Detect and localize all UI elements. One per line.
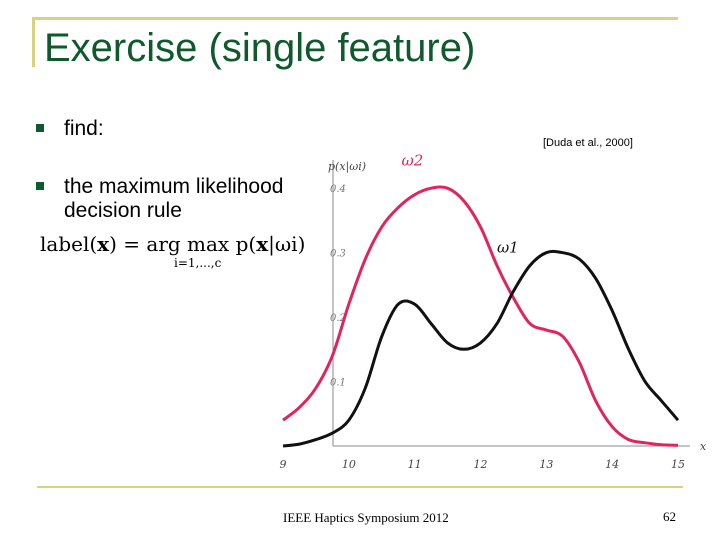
formula-rhs-x: x <box>256 232 269 256</box>
y-tick-label: 0.3 <box>330 249 346 260</box>
series-label: ω2 <box>402 152 424 170</box>
x-tick-label: 13 <box>539 458 553 471</box>
formula-max: max <box>187 232 230 256</box>
title-frame-left <box>32 17 35 67</box>
formula-rhs-rest: |ωi) <box>268 232 306 256</box>
x-tick-label: 15 <box>671 458 685 471</box>
x-axis-label: x <box>700 440 707 453</box>
bullet-find: find: <box>64 117 104 140</box>
y-tick-label: 0.1 <box>330 378 346 389</box>
x-tick-label: 11 <box>408 458 422 471</box>
formula-x: x <box>97 232 110 256</box>
y-tick-label: 0.4 <box>330 184 346 195</box>
footer-text: IEEE Haptics Symposium 2012 <box>283 510 449 525</box>
bullet-square-icon <box>36 124 44 132</box>
formula-subscript: i=1,...,c <box>174 256 222 270</box>
page-number: 62 <box>663 509 676 524</box>
series-label: ω1 <box>497 239 519 257</box>
title-frame-top <box>32 17 678 20</box>
footer-divider <box>37 486 683 488</box>
formula-p: p( <box>235 232 257 256</box>
bullet-square-icon <box>36 182 44 190</box>
x-tick-label: 9 <box>280 458 287 471</box>
formula-eq: = arg <box>123 232 181 256</box>
y-axis-label: p(x|ωi) <box>328 160 366 174</box>
x-tick-label: 14 <box>605 458 619 471</box>
citation: [Duda et al., 2000] <box>543 137 633 149</box>
x-tick-label: 10 <box>342 458 356 471</box>
y-tick-label: 0.2 <box>330 313 346 324</box>
bullet-decision-rule: the maximum likelihood decision rule <box>64 175 284 222</box>
formula: label(x) = arg max p(x|ωi) i=1,...,c <box>40 232 306 270</box>
slide-title: Exercise (single feature) <box>44 26 476 70</box>
likelihood-chart: 9 10 11 12 13 14 15 0.1 0.2 0.3 0.4 p(x|ωi) x ω2 ω1 <box>280 152 708 471</box>
x-tick-label: 12 <box>474 458 488 471</box>
series-line-omega1 <box>282 249 680 448</box>
series-line-omega2 <box>282 185 679 447</box>
chart-axes <box>332 160 690 447</box>
formula-label: label <box>40 232 90 256</box>
